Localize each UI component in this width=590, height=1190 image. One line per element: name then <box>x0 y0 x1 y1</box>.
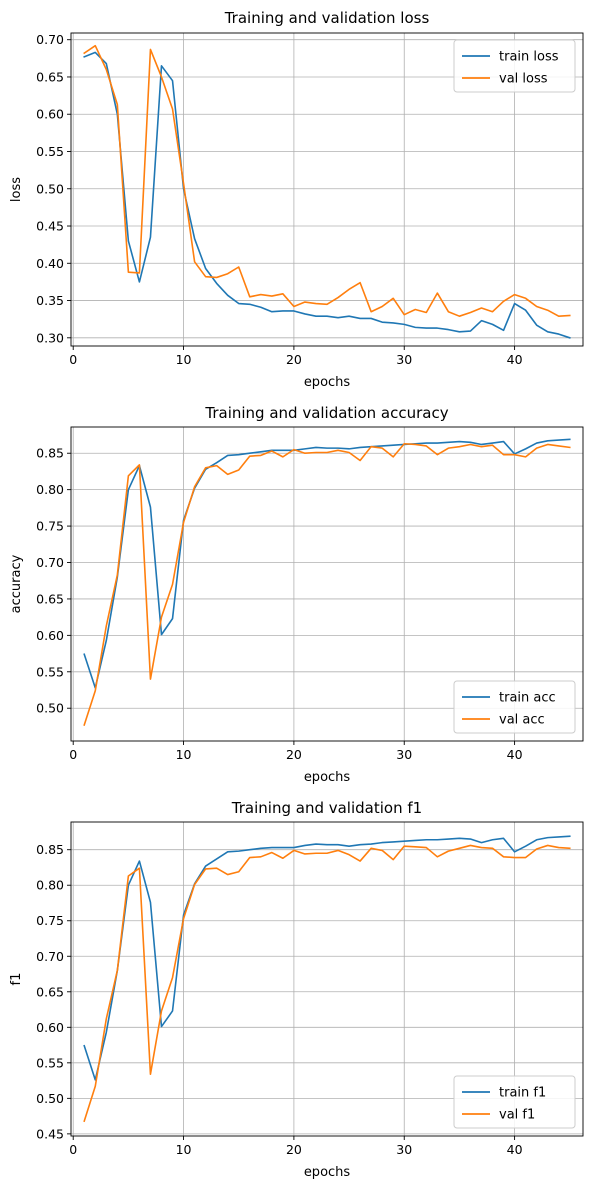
x-tick-label: 30 <box>396 352 412 367</box>
y-axis-label: accuracy <box>9 554 24 613</box>
x-tick-label: 20 <box>286 747 302 762</box>
x-tick-label: 20 <box>286 1142 302 1157</box>
chart-title: Training and validation f1 <box>231 799 422 817</box>
y-tick-label: 0.45 <box>36 1126 64 1141</box>
series-line-train-f1 <box>83 835 571 1081</box>
x-axis-label: epochs <box>304 770 351 785</box>
legend-label: train acc <box>499 691 556 706</box>
y-tick-label: 0.65 <box>36 984 64 999</box>
legend-box <box>453 680 576 734</box>
y-tick-label: 0.65 <box>36 591 64 606</box>
series-line-val-loss <box>83 44 571 317</box>
legend-label: val loss <box>499 72 548 87</box>
chart-title: Training and validation loss <box>224 9 430 27</box>
series-line-train-acc <box>83 438 571 689</box>
x-tick-label: 10 <box>176 352 192 367</box>
y-tick-label: 0.40 <box>36 256 64 271</box>
y-tick-label: 0.45 <box>36 219 64 234</box>
legend: train acc val acc <box>453 680 576 734</box>
y-tick-label: 0.60 <box>36 628 64 643</box>
chart-panel-3: 0 10 20 30 40 0.45 0.50 0.55 0.60 0.65 0.70 0.75 0.8… <box>9 799 584 1180</box>
y-tick-label: 0.65 <box>36 69 64 84</box>
x-tick-label: 0 <box>69 352 77 367</box>
y-tick-label: 0.35 <box>36 293 64 308</box>
y-tick-label: 0.70 <box>36 32 64 47</box>
x-tick-label: 0 <box>69 1142 77 1157</box>
y-tick-label: 0.85 <box>36 446 64 461</box>
y-tick-label: 0.80 <box>36 482 64 497</box>
legend: train loss val loss <box>453 39 576 93</box>
x-tick-label: 40 <box>507 352 523 367</box>
y-tick-label: 0.50 <box>36 701 64 716</box>
legend-box <box>453 1075 576 1129</box>
x-tick-label: 10 <box>176 747 192 762</box>
chart-panel-2: 0 10 20 30 40 0.50 0.55 0.60 0.65 0.70 0.75 0.80 0.8… <box>9 404 584 785</box>
x-tick-label: 20 <box>286 352 302 367</box>
y-tick-label: 0.80 <box>36 878 64 893</box>
x-tick-label: 30 <box>396 747 412 762</box>
plot-frame <box>70 821 584 1137</box>
x-axis-label: epochs <box>304 1165 351 1180</box>
y-axis-label: loss <box>9 177 24 202</box>
plot-frame <box>70 32 584 347</box>
chart-title: Training and validation accuracy <box>204 404 448 422</box>
y-tick-label: 0.60 <box>36 1020 64 1035</box>
y-tick-label: 0.75 <box>36 913 64 928</box>
y-tick-label: 0.60 <box>36 107 64 122</box>
plot-frame <box>70 426 584 742</box>
series-line-val-f1 <box>83 844 571 1123</box>
y-tick-label: 0.30 <box>36 330 64 345</box>
x-tick-label: 30 <box>396 1142 412 1157</box>
legend-box <box>453 39 576 93</box>
y-tick-label: 0.70 <box>36 555 64 570</box>
x-tick-label: 0 <box>69 747 77 762</box>
legend-label: train loss <box>499 50 559 65</box>
y-tick-label: 0.55 <box>36 664 64 679</box>
chart-panel-1: 0 10 20 30 40 0.30 0.35 0.40 0.45 0.50 0.55 0.60 0.6… <box>9 9 584 390</box>
legend-label: val acc <box>499 713 545 728</box>
y-tick-label: 0.50 <box>36 181 64 196</box>
legend: train f1 val f1 <box>453 1075 576 1129</box>
series-line-val-acc <box>83 442 571 726</box>
y-tick-label: 0.85 <box>36 842 64 857</box>
y-tick-label: 0.55 <box>36 144 64 159</box>
x-tick-label: 40 <box>507 747 523 762</box>
legend-label: train f1 <box>499 1086 546 1101</box>
legend-label: val f1 <box>499 1108 535 1123</box>
y-tick-label: 0.55 <box>36 1055 64 1070</box>
x-tick-label: 40 <box>507 1142 523 1157</box>
y-tick-label: 0.75 <box>36 519 64 534</box>
y-axis-label: f1 <box>9 973 24 986</box>
x-axis-label: epochs <box>304 375 351 390</box>
x-tick-label: 10 <box>176 1142 192 1157</box>
y-tick-label: 0.70 <box>36 949 64 964</box>
y-tick-label: 0.50 <box>36 1091 64 1106</box>
series-line-train-loss <box>83 51 571 339</box>
